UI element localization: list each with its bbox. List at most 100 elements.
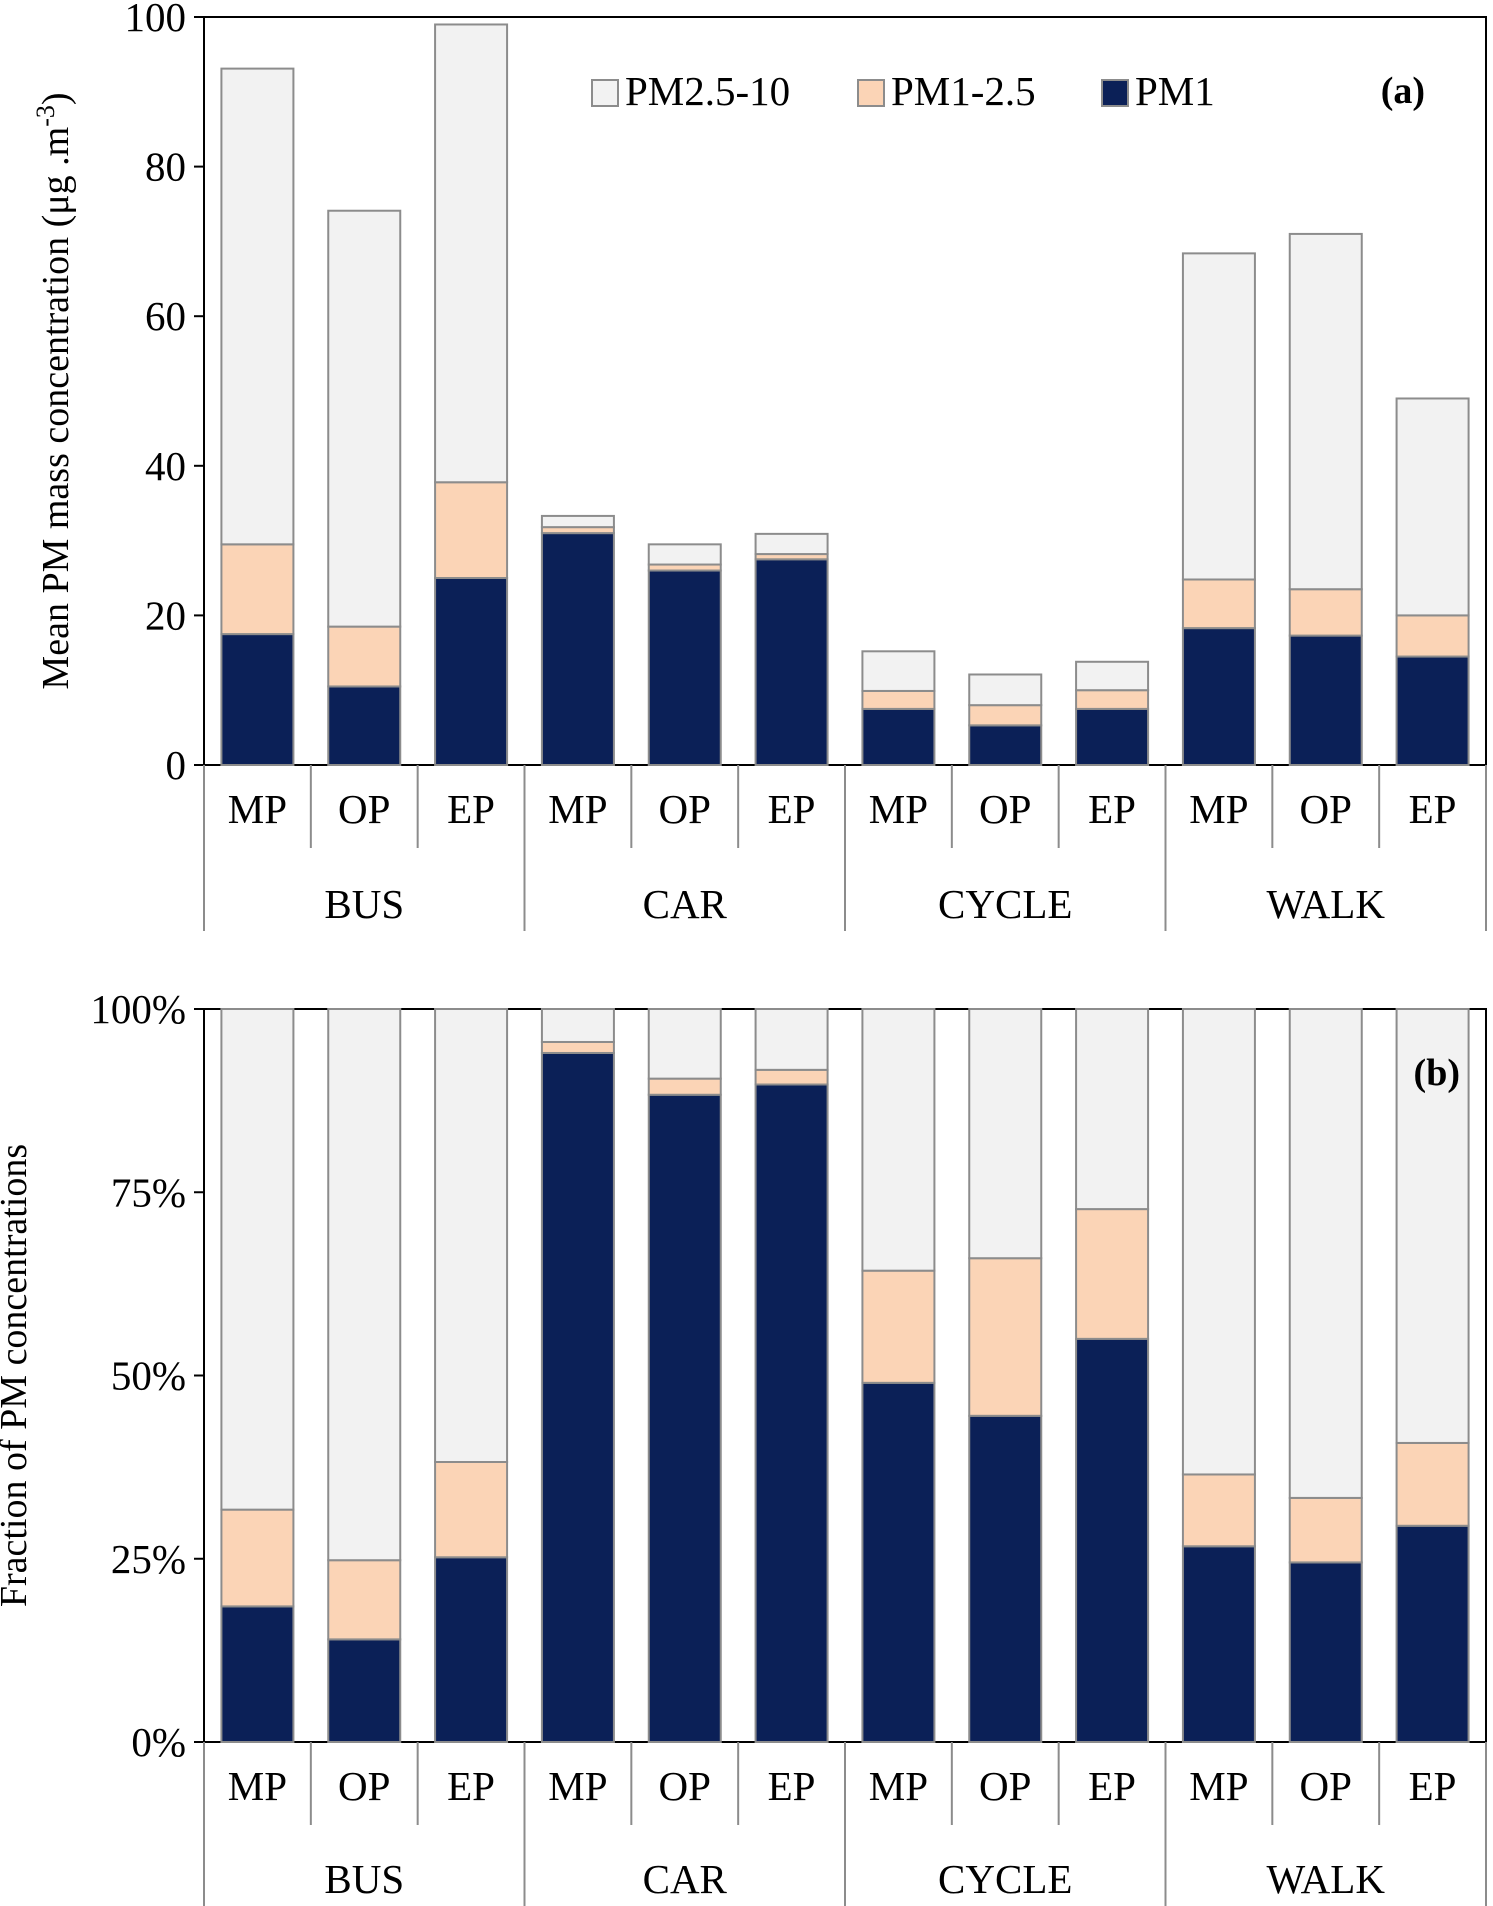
bar-pm1-25-ep-cycle [1075, 689, 1150, 710]
bar-pm25-10-mp-cycle [861, 650, 936, 692]
bar-pm25-10-op-bus [327, 209, 402, 628]
x-subcategory-label: EP [1088, 786, 1136, 832]
x-subcategory-label: MP [1189, 786, 1248, 832]
x-subcategory-label: EP [1409, 1763, 1457, 1809]
bar-pm1-op-walk [1288, 1561, 1363, 1744]
bar-pm25-10-ep-walk [1395, 1008, 1470, 1444]
bar-pm25-10-ep-cycle [1075, 660, 1150, 692]
bar-pm25-10-mp-car [540, 1008, 615, 1043]
bar-pm1-ep-bus [434, 1556, 509, 1744]
x-subcategory-label: MP [548, 786, 607, 832]
legend-label: PM1 [1135, 68, 1215, 114]
x-group-label: BUS [324, 881, 404, 927]
bar-pm25-10-ep-bus [434, 1008, 509, 1463]
y-tick-label: 100 [125, 0, 187, 40]
bar-pm1-25-ep-bus [434, 481, 509, 580]
x-group-label: CYCLE [938, 1856, 1072, 1902]
x-subcategory-label: EP [447, 1763, 495, 1809]
bar-pm1-25-mp-cycle [861, 1269, 936, 1384]
bar-pm1-mp-walk [1181, 627, 1256, 767]
y-tick-label: 0% [131, 1719, 186, 1765]
bar-pm25-10-op-car [647, 543, 722, 566]
x-subcategory-label: OP [338, 1763, 390, 1809]
legend-swatch-pm1 [1101, 79, 1129, 107]
legend-swatch-pm1-25 [857, 79, 885, 107]
x-group-label: CAR [643, 1856, 728, 1902]
x-subcategory-label: MP [869, 786, 928, 832]
bar-pm1-op-walk [1288, 634, 1363, 767]
chart-panel-b: 0% 25% 50% 75% 100% MP OP EP MP OP EP MP OP EP MP OP EP B… [0, 986, 1487, 1906]
x-subcategory-label: EP [768, 1763, 816, 1809]
bar-pm25-10-mp-car [540, 514, 615, 529]
bar-pm25-10-op-bus [327, 1008, 402, 1562]
x-group-label: WALK [1267, 1856, 1386, 1902]
bar-pm1-mp-car [540, 532, 615, 766]
legend: PM2.5-10 PM1-2.5 PM1 [591, 68, 1215, 114]
y-tick-label: 80 [145, 144, 186, 190]
x-subcategory-label: EP [447, 786, 495, 832]
x-subcategory-label: MP [228, 1763, 287, 1809]
y-tick-label: 40 [145, 443, 186, 489]
bar-pm1-mp-car [540, 1051, 615, 1743]
y-axis-title-superscript: -3 [31, 105, 60, 127]
bar-pm1-op-bus [327, 1638, 402, 1744]
bar-pm1-25-mp-bus [220, 543, 295, 636]
bar-pm1-op-cycle [968, 724, 1043, 767]
x-subcategory-label: OP [979, 786, 1031, 832]
bar-pm1-ep-walk [1395, 1524, 1470, 1744]
bar-pm1-mp-bus [220, 1605, 295, 1744]
bar-pm25-10-op-cycle [968, 673, 1043, 707]
x-group-label: BUS [324, 1856, 404, 1902]
x-group-label: WALK [1267, 881, 1386, 927]
bar-pm25-10-ep-bus [434, 23, 509, 484]
legend-label: PM2.5-10 [625, 68, 790, 114]
legend-label: PM1-2.5 [891, 68, 1036, 114]
y-tick-label: 25% [111, 1536, 186, 1582]
y-axis-title-close: ) [35, 92, 77, 105]
bar-pm1-25-mp-car [540, 1040, 615, 1054]
x-subcategory-label: OP [1300, 786, 1352, 832]
bar-pm1-25-mp-walk [1181, 1473, 1256, 1548]
bar-pm1-mp-cycle [861, 707, 936, 767]
x-subcategory-label: EP [1088, 1763, 1136, 1809]
y-tick-label: 20 [145, 592, 186, 638]
bar-pm1-ep-cycle [1075, 1337, 1150, 1743]
x-subcategory-label: OP [338, 786, 390, 832]
bar-pm1-25-ep-bus [434, 1460, 509, 1559]
x-subcategory-label: EP [768, 786, 816, 832]
bar-pm25-10-ep-cycle [1075, 1008, 1150, 1211]
bar-pm25-10-mp-bus [220, 1008, 295, 1511]
bar-pm1-25-mp-walk [1181, 578, 1256, 630]
bar-pm1-25-ep-walk [1395, 614, 1470, 658]
bar-pm1-ep-walk [1395, 655, 1470, 766]
panel-label: (a) [1381, 70, 1425, 112]
bar-pm1-op-bus [327, 685, 402, 767]
bar-pm1-25-ep-cycle [1075, 1208, 1150, 1340]
y-tick-label: 50% [111, 1353, 186, 1399]
panel-label: (b) [1414, 1052, 1460, 1094]
bar-pm1-ep-bus [434, 577, 509, 766]
bar-pm1-25-op-cycle [968, 704, 1043, 727]
x-subcategory-label: MP [1189, 1763, 1248, 1809]
bar-pm1-25-op-walk [1288, 1496, 1363, 1564]
bar-pm1-mp-bus [220, 633, 295, 766]
bar-pm25-10-mp-cycle [861, 1008, 936, 1272]
bar-pm1-mp-cycle [861, 1381, 936, 1743]
bar-pm25-10-op-walk [1288, 1008, 1363, 1499]
bar-pm25-10-op-car [647, 1008, 722, 1080]
bar-pm25-10-op-cycle [968, 1008, 1043, 1260]
bar-pm1-25-mp-bus [220, 1508, 295, 1608]
bar-pm1-25-ep-walk [1395, 1441, 1470, 1527]
bar-pm1-25-op-bus [327, 1559, 402, 1641]
y-tick-label: 60 [145, 293, 186, 339]
bar-pm1-25-op-car [647, 1077, 722, 1096]
x-group-label: CAR [643, 881, 728, 927]
x-subcategory-label: OP [979, 1763, 1031, 1809]
y-tick-label: 100% [90, 986, 186, 1032]
bar-pm25-10-ep-walk [1395, 397, 1470, 617]
x-subcategory-label: OP [1300, 1763, 1352, 1809]
bar-pm1-ep-cycle [1075, 707, 1150, 767]
bar-pm1-25-op-walk [1288, 588, 1363, 637]
bar-pm25-10-ep-car [754, 532, 829, 556]
chart-panel-a: 0 20 40 60 80 100 MP OP EP MP OP EP MP OP EP MP OP EP BUS C… [31, 0, 1487, 931]
